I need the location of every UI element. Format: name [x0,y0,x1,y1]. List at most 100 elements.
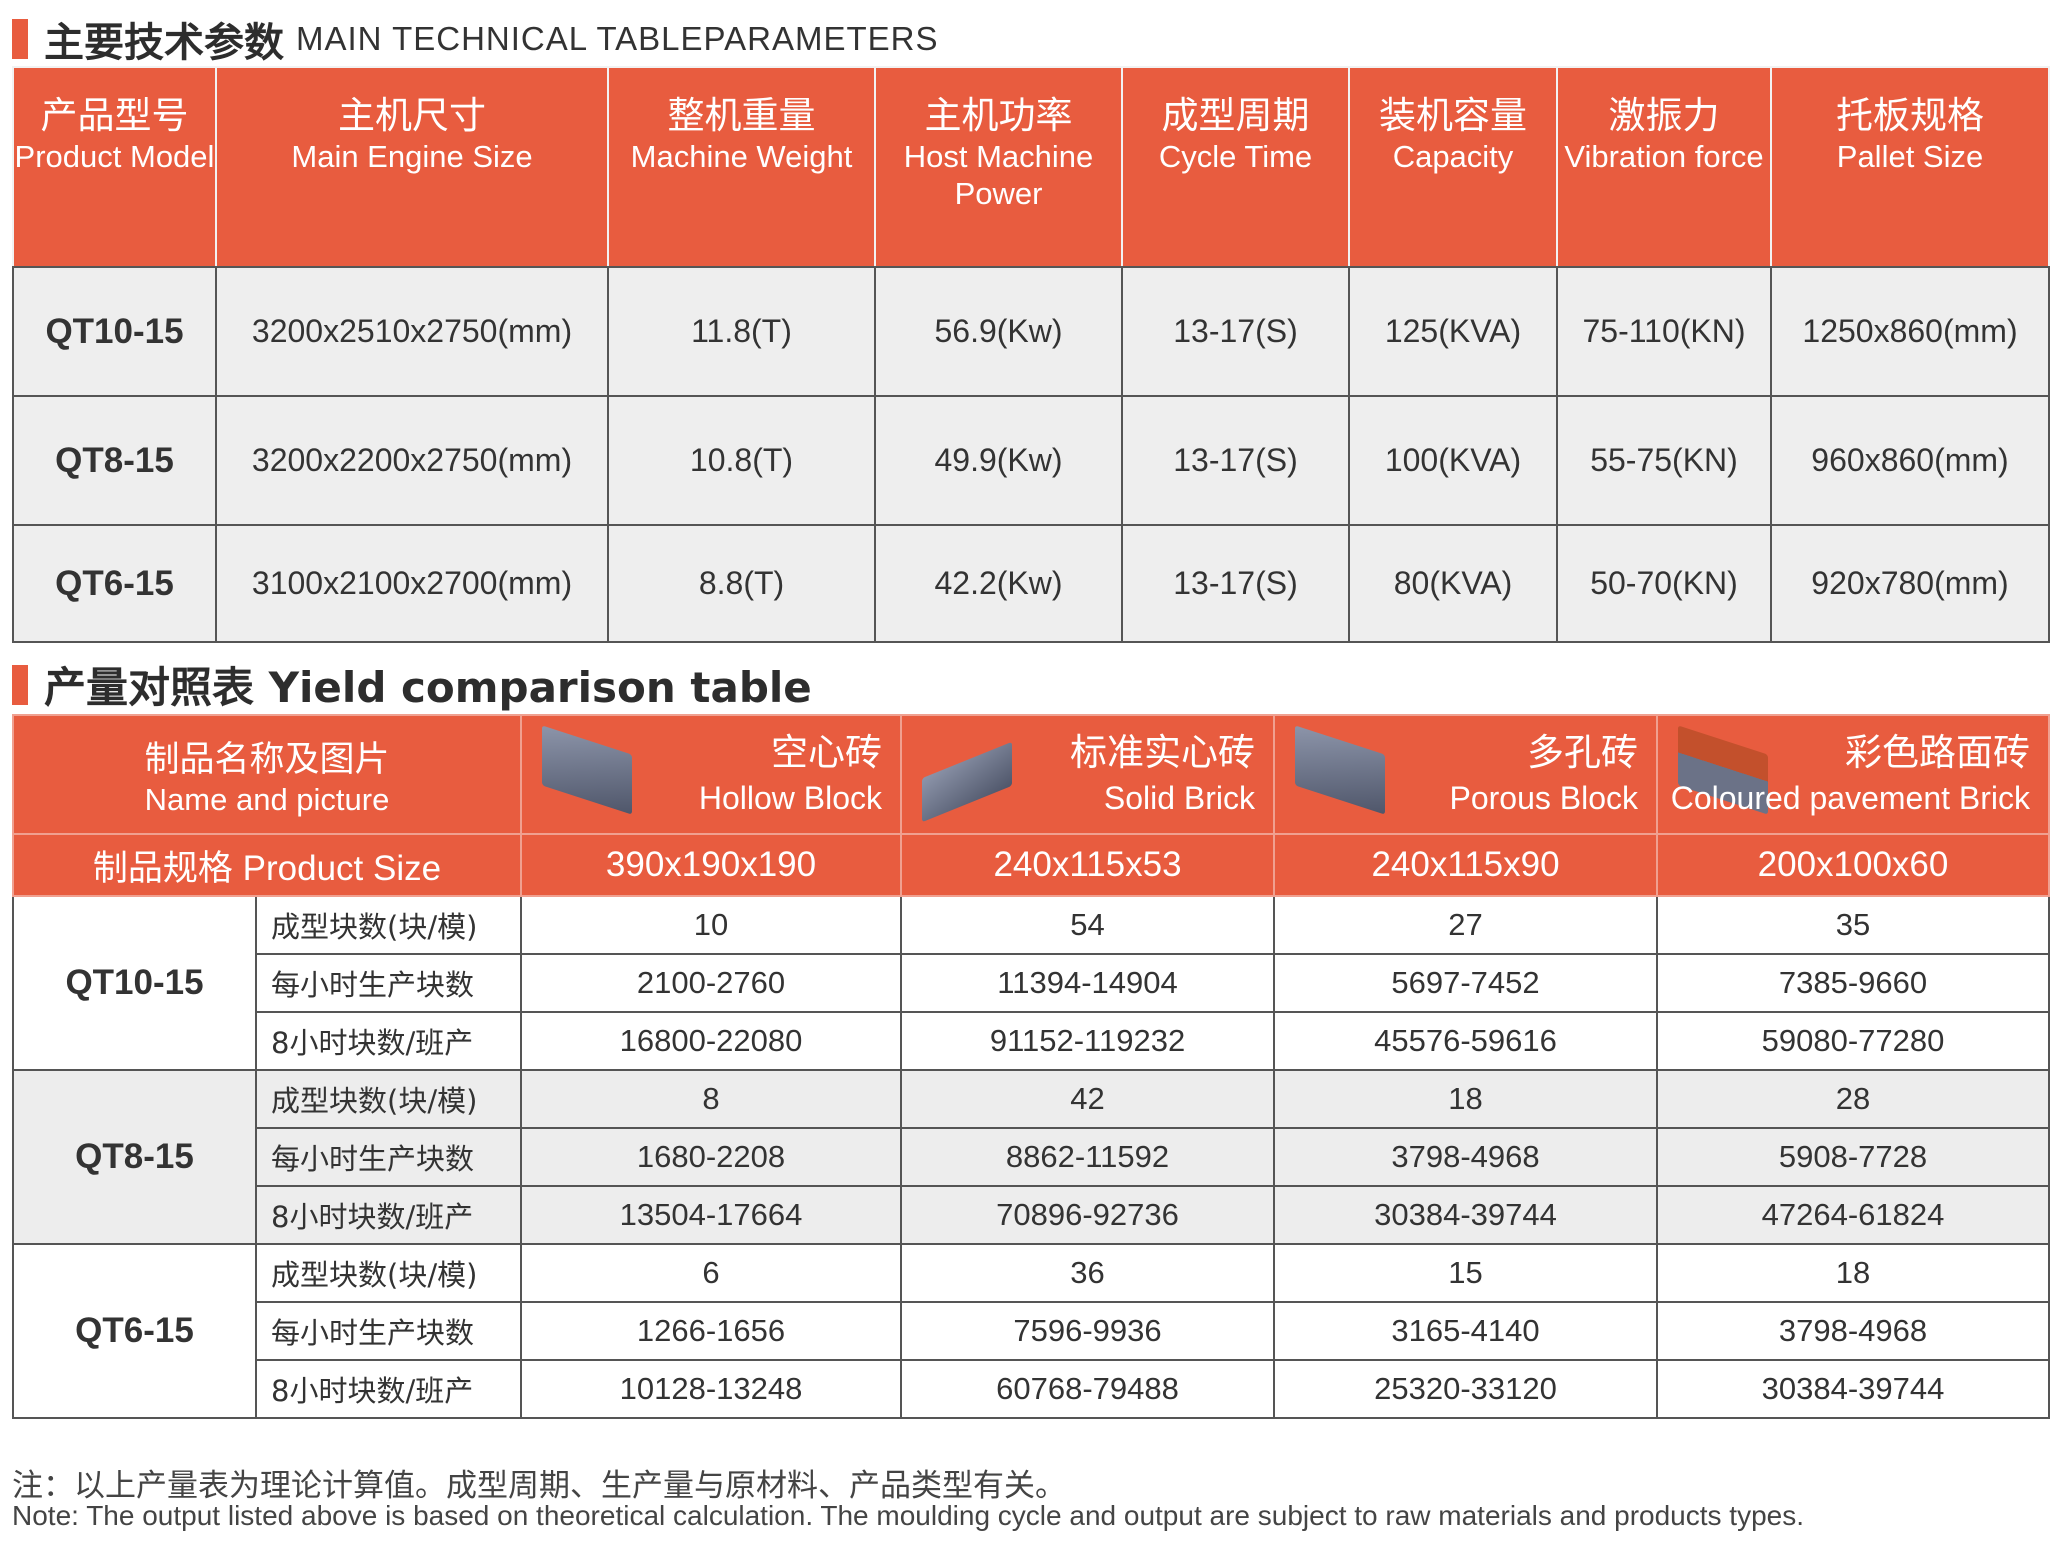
header-zh: 产品型号 [40,95,189,136]
name-header-en: Name and picture [144,782,390,817]
metric-label: 每小时生产块数 [254,1127,523,1187]
tech-header-cell: 托板规格 Pallet Size [1770,66,2050,268]
tech-header-cell: 成型周期 Cycle Time [1121,66,1350,268]
value-cell: 7385-9660 [1656,953,2051,1013]
value-cell: 59080-77280 [1656,1011,2051,1071]
model-cell: QT8-15 [12,1069,257,1245]
value-cell: 6 [520,1243,903,1303]
value-cell: 8862-11592 [900,1127,1276,1187]
model-cell: QT6-15 [12,1243,257,1419]
tech-header-cell: 激振力 Vibration force [1556,66,1772,268]
model-cell: QT10-15 [12,895,257,1071]
product-name-zh: 彩色路面砖 [1845,732,2031,773]
table-row: QT10-15 成型块数(块/模) 10 54 27 35 [12,895,2051,1071]
tech-header-cell: 装机容量 Capacity [1348,66,1558,268]
value-cell: 11394-14904 [900,953,1276,1013]
product-name-zh: 空心砖 [771,732,883,773]
header-en: Capacity [1392,139,1514,174]
table-row: QT10-15 3200x2510x2750(mm) 11.8(T) 56.9(Kw)… [12,266,2050,397]
value-cell: 3100x2100x2700(mm) [215,524,609,643]
value-cell: 91152-119232 [900,1011,1276,1071]
header-zh: 托板规格 [1836,95,1984,136]
product-name-en: Coloured pavement Brick [1670,780,2031,816]
yield-title: 产量对照表 Yield comparison table [44,663,812,712]
value-cell: 2100-2760 [520,953,903,1013]
note-zh: 注：以上产量表为理论计算值。成型周期、生产量与原材料、产品类型有关。 [12,1468,1066,1504]
product-size: 200x100x60 [1656,833,2051,897]
product-name-en: Porous Block [1449,780,1639,816]
note-en: Note: The output listed above is based o… [12,1500,1805,1531]
table-row: 每小时生产块数 1266-1656 7596-9936 3165-4140 3798-4… [13,1301,2051,1361]
table-row: QT6-15 3100x2100x2700(mm) 8.8(T) 42.2(Kw) 13… [12,524,2050,643]
title-bar-marker [12,664,28,705]
header-zh: 激振力 [1608,95,1720,136]
value-cell: 70896-92736 [900,1185,1276,1245]
name-header-zh: 制品名称及图片 [144,740,390,779]
product-size: 240x115x53 [900,833,1276,897]
header-en: Machine Weight [630,139,853,174]
value-cell: 3165-4140 [1273,1301,1659,1361]
model-cell: QT10-15 [12,266,217,397]
model-cell: QT8-15 [12,395,217,526]
porous-block-icon [1295,725,1386,815]
tech-header-row: 产品型号 Product Model 主机尺寸 Main Engine Size 整机重… [12,66,2050,268]
value-cell: 1266-1656 [520,1301,903,1361]
value-cell: 5908-7728 [1656,1127,2051,1187]
model-cell: QT6-15 [12,524,217,643]
metric-label: 成型块数(块/模) [254,1243,523,1303]
value-cell: 3200x2510x2750(mm) [215,266,609,397]
header-zh: 主机功率 [924,95,1073,136]
solid-brick-icon [922,741,1013,823]
value-cell: 13-17(S) [1121,395,1350,526]
value-cell: 3798-4968 [1273,1127,1659,1187]
product-name-en: Solid Brick [1103,780,1256,816]
value-cell: 54 [900,895,1276,955]
metric-label: 8小时块数/班产 [254,1359,523,1419]
value-cell: 1680-2208 [520,1127,903,1187]
table-row: 8小时块数/班产 13504-17664 70896-92736 30384-3974… [13,1185,2051,1245]
tech-section-title: 主要技术参数 MAIN TECHNICAL TABLEPARAMETERS [12,10,938,68]
value-cell: 56.9(Kw) [874,266,1123,397]
header-zh: 成型周期 [1161,95,1310,136]
product-name-zh: 多孔砖 [1527,732,1639,773]
value-cell: 16800-22080 [520,1011,903,1071]
table-row: 每小时生产块数 1680-2208 8862-11592 3798-4968 5908-… [13,1127,2051,1187]
value-cell: 30384-39744 [1656,1359,2051,1419]
technical-parameters-table: 产品型号 Product Model 主机尺寸 Main Engine Size 整机重… [12,66,2050,643]
value-cell: 55-75(KN) [1556,395,1772,526]
value-cell: 45576-59616 [1273,1011,1659,1071]
tech-header-cell: 整机重量 Machine Weight [607,66,876,268]
value-cell: 35 [1656,895,2051,955]
table-row: 8小时块数/班产 16800-22080 91152-119232 45576-596… [13,1011,2051,1071]
value-cell: 8 [520,1069,903,1129]
table-row: QT8-15 成型块数(块/模) 8 42 18 28 [12,1069,2051,1245]
header-en: Host Machine Power [903,139,1094,211]
value-cell: 10128-13248 [520,1359,903,1419]
value-cell: 30384-39744 [1273,1185,1659,1245]
value-cell: 10.8(T) [607,395,876,526]
value-cell: 27 [1273,895,1659,955]
table-row: 8小时块数/班产 10128-13248 60768-79488 25320-3312… [13,1359,2051,1419]
yield-comparison-table: 制品名称及图片 Name and picture 空心砖 Hollow Block… [11,714,2051,1419]
value-cell: 3200x2200x2750(mm) [215,395,609,526]
product-header: 多孔砖 Porous Block [1273,714,1659,835]
value-cell: 36 [900,1243,1276,1303]
tech-title-zh: 主要技术参数 [44,20,284,66]
product-size: 390x190x190 [520,833,903,897]
title-bar-marker [12,19,28,59]
metric-label: 每小时生产块数 [254,953,523,1013]
table-row: QT8-15 3200x2200x2750(mm) 10.8(T) 49.9(Kw) 1… [12,395,2050,526]
value-cell: 80(KVA) [1348,524,1558,643]
value-cell: 10 [520,895,903,955]
value-cell: 13-17(S) [1121,524,1350,643]
value-cell: 42.2(Kw) [874,524,1123,643]
value-cell: 42 [900,1069,1276,1129]
product-header: 标准实心砖 Solid Brick [900,714,1276,835]
tech-header-cell: 主机功率 Host Machine Power [874,66,1123,268]
tech-header-cell: 主机尺寸 Main Engine Size [215,66,609,268]
yield-section-title: 产量对照表 Yield comparison table [12,654,812,715]
product-name-en: Hollow Block [698,780,883,816]
header-en: Vibration force [1564,139,1764,174]
value-cell: 1250x860(mm) [1770,266,2050,397]
product-size: 240x115x90 [1273,833,1659,897]
